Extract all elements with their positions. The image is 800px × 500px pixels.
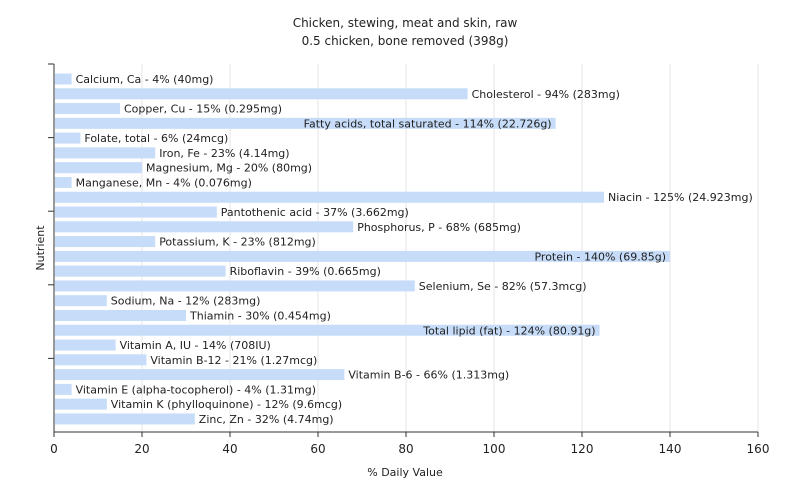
bar-label: Vitamin B-6 - 66% (1.313mg) bbox=[348, 369, 509, 382]
bar-label: Sodium, Na - 12% (283mg) bbox=[111, 295, 261, 308]
bar bbox=[55, 309, 186, 321]
bar-label: Selenium, Se - 82% (57.3mcg) bbox=[419, 280, 587, 293]
bar-label: Cholesterol - 94% (283mg) bbox=[472, 88, 620, 101]
bar-label: Vitamin E (alpha-tocopherol) - 4% (1.31m… bbox=[76, 383, 316, 396]
bar bbox=[55, 103, 120, 115]
bars: Calcium, Ca - 4% (40mg) Cholesterol - 94%… bbox=[55, 73, 753, 426]
bar-label: Copper, Cu - 15% (0.295mg) bbox=[124, 103, 282, 116]
bar-label: Calcium, Ca - 4% (40mg) bbox=[76, 73, 214, 86]
bar-label: Thiamin - 30% (0.454mg) bbox=[189, 309, 331, 322]
bar bbox=[55, 191, 604, 203]
bar bbox=[55, 117, 556, 129]
bar bbox=[55, 324, 600, 336]
y-axis-label: Nutrient bbox=[34, 225, 47, 271]
bar-label: Riboflavin - 39% (0.665mg) bbox=[230, 265, 381, 278]
bar-label: Total lipid (fat) - 124% (80.91g) bbox=[422, 324, 595, 337]
bar-label: Niacin - 125% (24.923mg) bbox=[608, 191, 753, 204]
bar-label: Protein - 140% (69.85g) bbox=[534, 250, 666, 263]
bar bbox=[55, 295, 107, 307]
x-tick-label: 20 bbox=[134, 442, 149, 456]
bar bbox=[55, 383, 72, 395]
bar bbox=[55, 221, 354, 233]
bar-label: Vitamin A, IU - 14% (708IU) bbox=[120, 339, 271, 352]
bar bbox=[55, 265, 226, 277]
x-tick-label: 100 bbox=[483, 442, 506, 456]
bar bbox=[55, 250, 670, 262]
x-tick-label: 160 bbox=[747, 442, 770, 456]
bar bbox=[55, 236, 156, 248]
x-tick-label: 60 bbox=[310, 442, 325, 456]
bar-label: Iron, Fe - 23% (4.14mg) bbox=[159, 147, 289, 160]
bar bbox=[55, 206, 217, 218]
bar-label: Fatty acids, total saturated - 114% (22.… bbox=[304, 117, 552, 130]
chart-subtitle: 0.5 chicken, bone removed (398g) bbox=[302, 34, 509, 48]
bar bbox=[55, 280, 415, 292]
chart-title: Chicken, stewing, meat and skin, raw bbox=[293, 16, 518, 30]
bar-label: Vitamin B-12 - 21% (1.27mcg) bbox=[150, 354, 317, 367]
bar-label: Magnesium, Mg - 20% (80mg) bbox=[146, 162, 312, 175]
bar bbox=[55, 162, 142, 174]
x-tick-label: 80 bbox=[398, 442, 413, 456]
x-tick-label: 120 bbox=[571, 442, 594, 456]
x-ticks: 0 20 40 60 80 100 120 140 160 bbox=[50, 432, 769, 456]
bar bbox=[55, 132, 81, 144]
bar-label: Phosphorus, P - 68% (685mg) bbox=[357, 221, 521, 234]
bar bbox=[55, 413, 195, 425]
bar-label: Vitamin K (phylloquinone) - 12% (9.6mcg) bbox=[111, 398, 342, 411]
bar-label: Folate, total - 6% (24mcg) bbox=[84, 132, 228, 145]
bar-label: Zinc, Zn - 32% (4.74mg) bbox=[199, 413, 334, 426]
x-tick-label: 0 bbox=[50, 442, 58, 456]
bar bbox=[55, 176, 72, 188]
bar bbox=[55, 354, 147, 366]
bar-label: Manganese, Mn - 4% (0.076mg) bbox=[76, 176, 252, 189]
bar-label: Pantothenic acid - 37% (3.662mg) bbox=[221, 206, 409, 219]
bar bbox=[55, 73, 72, 85]
x-axis-label: % Daily Value bbox=[367, 466, 443, 479]
x-tick-label: 40 bbox=[222, 442, 237, 456]
bar bbox=[55, 147, 156, 159]
bar bbox=[55, 339, 116, 351]
bar bbox=[55, 369, 345, 381]
bar bbox=[55, 398, 107, 410]
bar bbox=[55, 88, 468, 100]
bar-label: Potassium, K - 23% (812mg) bbox=[159, 236, 316, 249]
x-tick-label: 140 bbox=[659, 442, 682, 456]
